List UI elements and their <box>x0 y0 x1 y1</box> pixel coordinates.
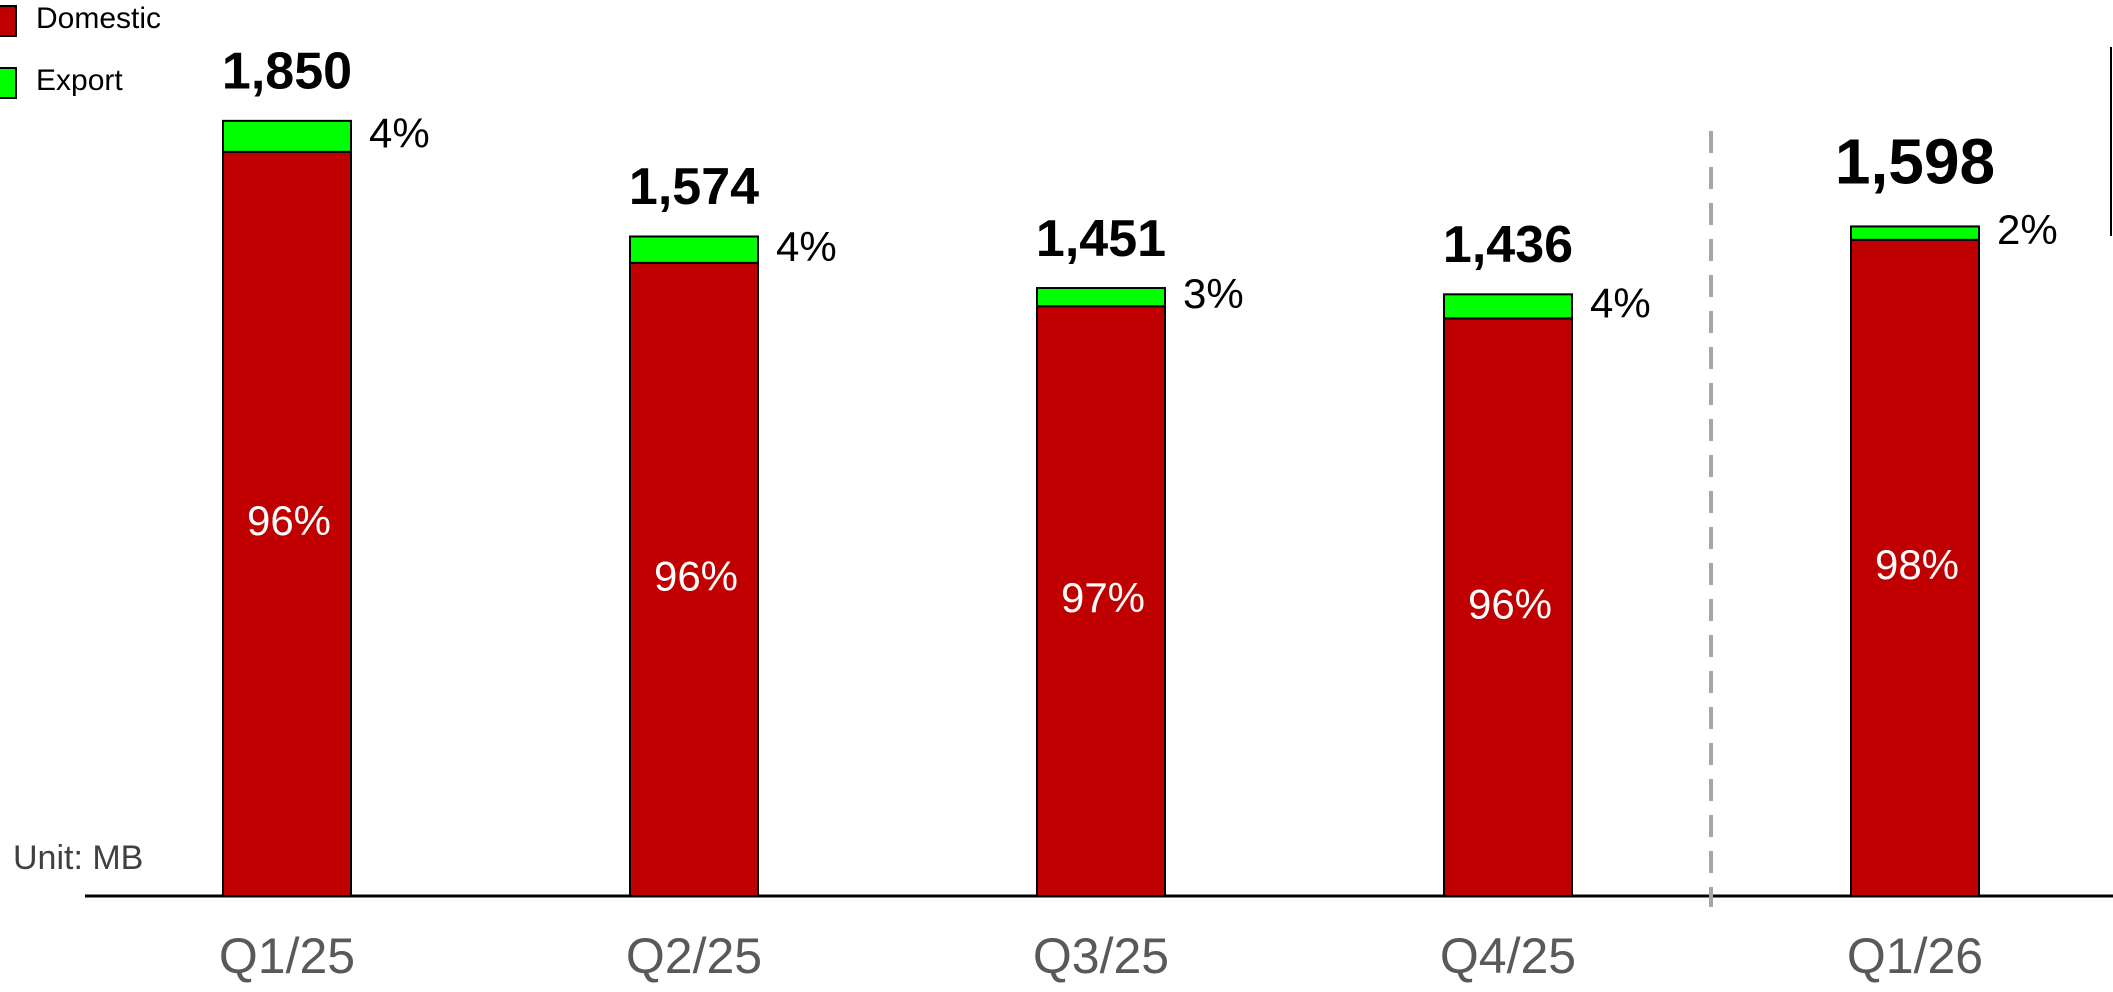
segment-label: 3% <box>1183 270 1244 317</box>
segment-label: 4% <box>1590 279 1651 326</box>
bar-segment <box>222 119 352 153</box>
bar-segment <box>1850 238 1980 898</box>
segment-label: 97% <box>1061 574 1145 621</box>
bar-segment <box>222 150 352 897</box>
segment-label: 96% <box>247 497 331 544</box>
segment-label: 98% <box>1875 541 1959 588</box>
bar-segment <box>1443 293 1573 320</box>
unit-label: Unit: MB <box>13 839 143 877</box>
legend-swatch <box>0 5 17 37</box>
x-tick-label: Q1/26 <box>1847 928 1983 984</box>
legend-label: Domestic <box>36 2 161 35</box>
segment-label: 4% <box>776 223 837 270</box>
bar-segment <box>629 235 759 264</box>
legend-swatch <box>0 67 17 99</box>
total-label: 1,451 <box>1036 210 1166 268</box>
total-label: 1,850 <box>222 43 352 101</box>
x-tick-label: Q3/25 <box>1033 928 1169 984</box>
bar-segment <box>1443 317 1573 897</box>
x-tick-label: Q4/25 <box>1440 928 1576 984</box>
bar-segment <box>1850 225 1980 241</box>
bar-segment <box>1036 305 1166 897</box>
legend-label: Export <box>36 64 123 97</box>
total-label: 1,436 <box>1443 216 1573 274</box>
segment-label: 96% <box>654 553 738 600</box>
segment-label: 2% <box>1997 206 2058 253</box>
segment-label: 4% <box>369 109 430 156</box>
segment-label: 96% <box>1468 580 1552 627</box>
total-label: 1,574 <box>629 158 759 216</box>
bar-segment <box>1036 287 1166 308</box>
bar-segment <box>629 261 759 897</box>
x-tick-label: Q2/25 <box>626 928 762 984</box>
x-tick-label: Q1/25 <box>219 928 355 984</box>
total-label: 1,598 <box>1835 125 1995 197</box>
